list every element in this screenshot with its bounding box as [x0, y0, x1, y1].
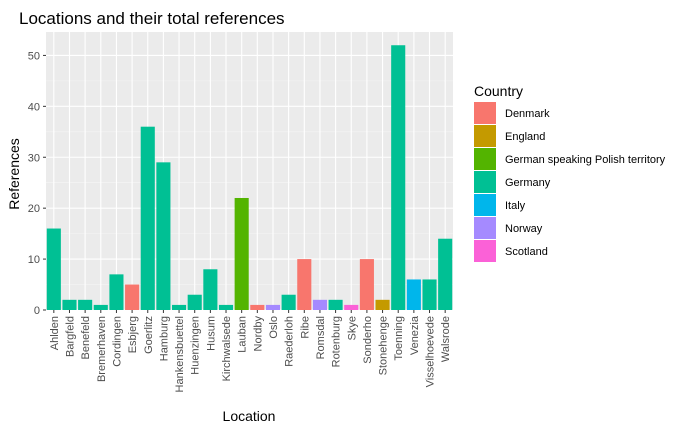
bar-bremerhaven: [93, 304, 108, 310]
x-tick-label: Romsdal: [315, 316, 327, 359]
legend-swatch: [474, 194, 496, 216]
y-tick-label: 50: [28, 50, 40, 62]
x-tick-label: Ahlden: [49, 316, 61, 350]
bar-ribe: [297, 259, 312, 310]
x-tick-label: Bremerhaven: [96, 316, 108, 382]
bar-hamburg: [156, 162, 171, 310]
bar-hankensbuettel: [172, 304, 187, 310]
bar-bargfeld: [62, 299, 77, 310]
bar-romsdal: [312, 299, 327, 310]
legend-label: Denmark: [505, 108, 550, 120]
legend-swatch: [474, 102, 496, 124]
legend-swatch: [474, 125, 496, 147]
x-tick-label: Skye: [346, 316, 358, 340]
legend-title: Country: [474, 83, 523, 99]
bars: [46, 45, 453, 311]
bar-rotenburg: [328, 299, 343, 310]
x-tick-label: Goerlitz: [143, 316, 155, 354]
legend-label: England: [505, 131, 545, 143]
x-tick-label: Nordby: [252, 316, 264, 352]
legend-swatch: [474, 148, 496, 170]
x-tick-label: Cordingen: [111, 316, 123, 367]
x-tick-label: Venezia: [409, 315, 421, 355]
x-tick-label: Raederloh: [284, 316, 296, 367]
bar-sonderho: [359, 259, 374, 310]
x-tick-label: Benefeld: [80, 316, 92, 359]
x-tick-label: Walsrode: [440, 316, 452, 362]
x-tick-label: Kirchwalsede: [221, 316, 233, 381]
bar-kirchwalsede: [218, 304, 234, 310]
legend-swatch: [474, 217, 496, 239]
y-axis-title: References: [6, 138, 22, 210]
x-tick-label: Oslo: [268, 316, 280, 339]
bar-huenzingen: [187, 294, 202, 310]
bar-benefeld: [78, 299, 93, 310]
x-tick-label: Ribe: [299, 316, 311, 339]
bar-oslo: [265, 304, 281, 310]
y-tick-label: 30: [28, 152, 40, 164]
bar-nordby: [250, 304, 265, 310]
bar-stonehenge: [375, 299, 390, 310]
legend-label: Italy: [505, 200, 526, 212]
bar-venezia: [406, 279, 421, 310]
x-tick-label: Hamburg: [158, 316, 170, 361]
bar-husum: [203, 269, 218, 310]
bar-goerlitz: [140, 126, 155, 310]
x-tick-label: Bargfeld: [64, 316, 76, 357]
legend-swatch: [474, 240, 496, 262]
x-tick-label: Toenning: [393, 316, 405, 361]
legend-label: German speaking Polish territory: [505, 154, 666, 166]
y-axis: 0 10 20 30 40 50: [28, 50, 46, 317]
bar-walsrode: [438, 238, 453, 310]
x-tick-label: Hankensbuettel: [174, 316, 186, 392]
bar-visselhoevede: [422, 279, 437, 310]
x-tick-label: Lauban: [237, 316, 249, 353]
x-tick-label: Huenzingen: [190, 316, 202, 375]
bar-esbjerg: [125, 284, 140, 310]
x-tick-label: Esbjerg: [127, 316, 139, 353]
x-axis-title: Location: [223, 408, 276, 424]
bar-ahlden: [46, 228, 61, 310]
bar-raederloh: [281, 294, 296, 310]
bar-lauban: [234, 197, 249, 310]
x-tick-label: Husum: [205, 316, 217, 351]
x-axis: Ahlden Bargfeld Benefeld Bremerhaven Cording…: [49, 310, 452, 392]
bar-skye: [344, 304, 359, 310]
grid-lines: [46, 32, 453, 311]
y-tick-label: 40: [28, 101, 40, 113]
y-tick-label: 0: [34, 305, 40, 317]
legend-swatch: [474, 171, 496, 193]
bar-toenning: [391, 45, 406, 311]
x-tick-label: Stonehenge: [378, 316, 390, 375]
legend-label: Scotland: [505, 246, 548, 258]
legend-label: Norway: [505, 223, 543, 235]
legend-label: Germany: [505, 177, 551, 189]
x-tick-label: Sonderho: [362, 316, 374, 364]
x-tick-label: Rotenburg: [331, 316, 343, 367]
y-tick-label: 20: [28, 203, 40, 215]
plot-panel: [46, 32, 453, 310]
x-tick-label: Visselhoevede: [425, 316, 437, 387]
bar-cordingen: [109, 274, 124, 310]
y-tick-label: 10: [28, 254, 40, 266]
legend: Denmark England German speaking Polish ter…: [474, 102, 666, 262]
chart-title: Locations and their total references: [19, 9, 285, 28]
